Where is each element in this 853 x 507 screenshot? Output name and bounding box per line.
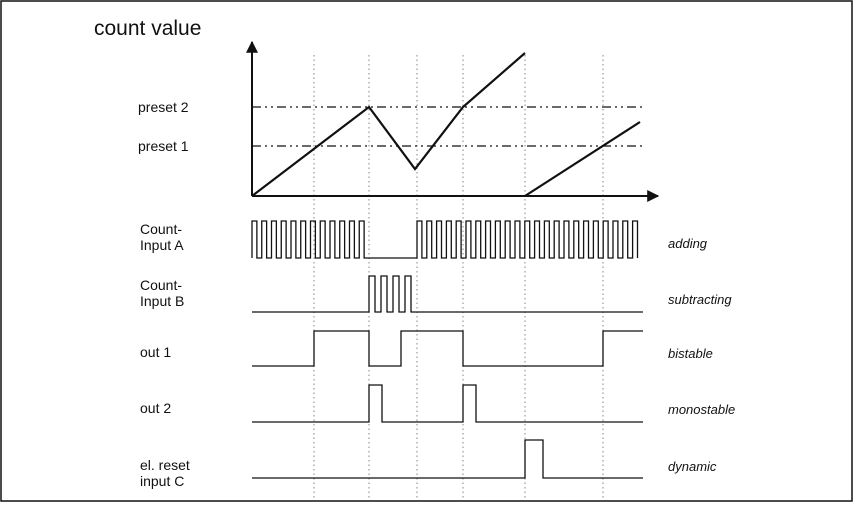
out-1-label: out 1 [140,344,171,360]
reset-input-c-label-1: el. reset [140,457,190,473]
chart-title: count value [94,17,201,40]
preset-2-label: preset 2 [138,99,189,115]
count-input-a-label-2: Input A [140,237,184,253]
out-2-waveform [252,384,643,423]
reset-input-c-waveform [252,439,643,479]
time-guides [313,55,604,500]
signal-labels: Count- Input A Count- Input B out 1 out … [140,221,190,489]
reset-input-c-label-2: input C [140,473,184,489]
count-trace-up-down [251,52,526,197]
count-input-b-label-2: Input B [140,293,184,309]
mode-monostable: monostable [668,402,735,417]
mode-subtracting: subtracting [668,292,732,307]
mode-labels: adding subtracting bistable monostable d… [668,236,735,474]
out-2-label: out 2 [140,400,171,416]
mode-adding: adding [668,236,708,251]
out-1-waveform [252,330,643,367]
count-input-a-waveform [251,220,639,259]
mode-dynamic: dynamic [668,459,717,474]
preset-1-label: preset 1 [138,138,189,154]
count-trace-after-reset [524,121,641,197]
count-input-b-label-1: Count- [140,277,182,293]
count-input-a-label-1: Count- [140,221,182,237]
mode-bistable: bistable [668,346,713,361]
count-input-b-waveform [252,275,643,313]
